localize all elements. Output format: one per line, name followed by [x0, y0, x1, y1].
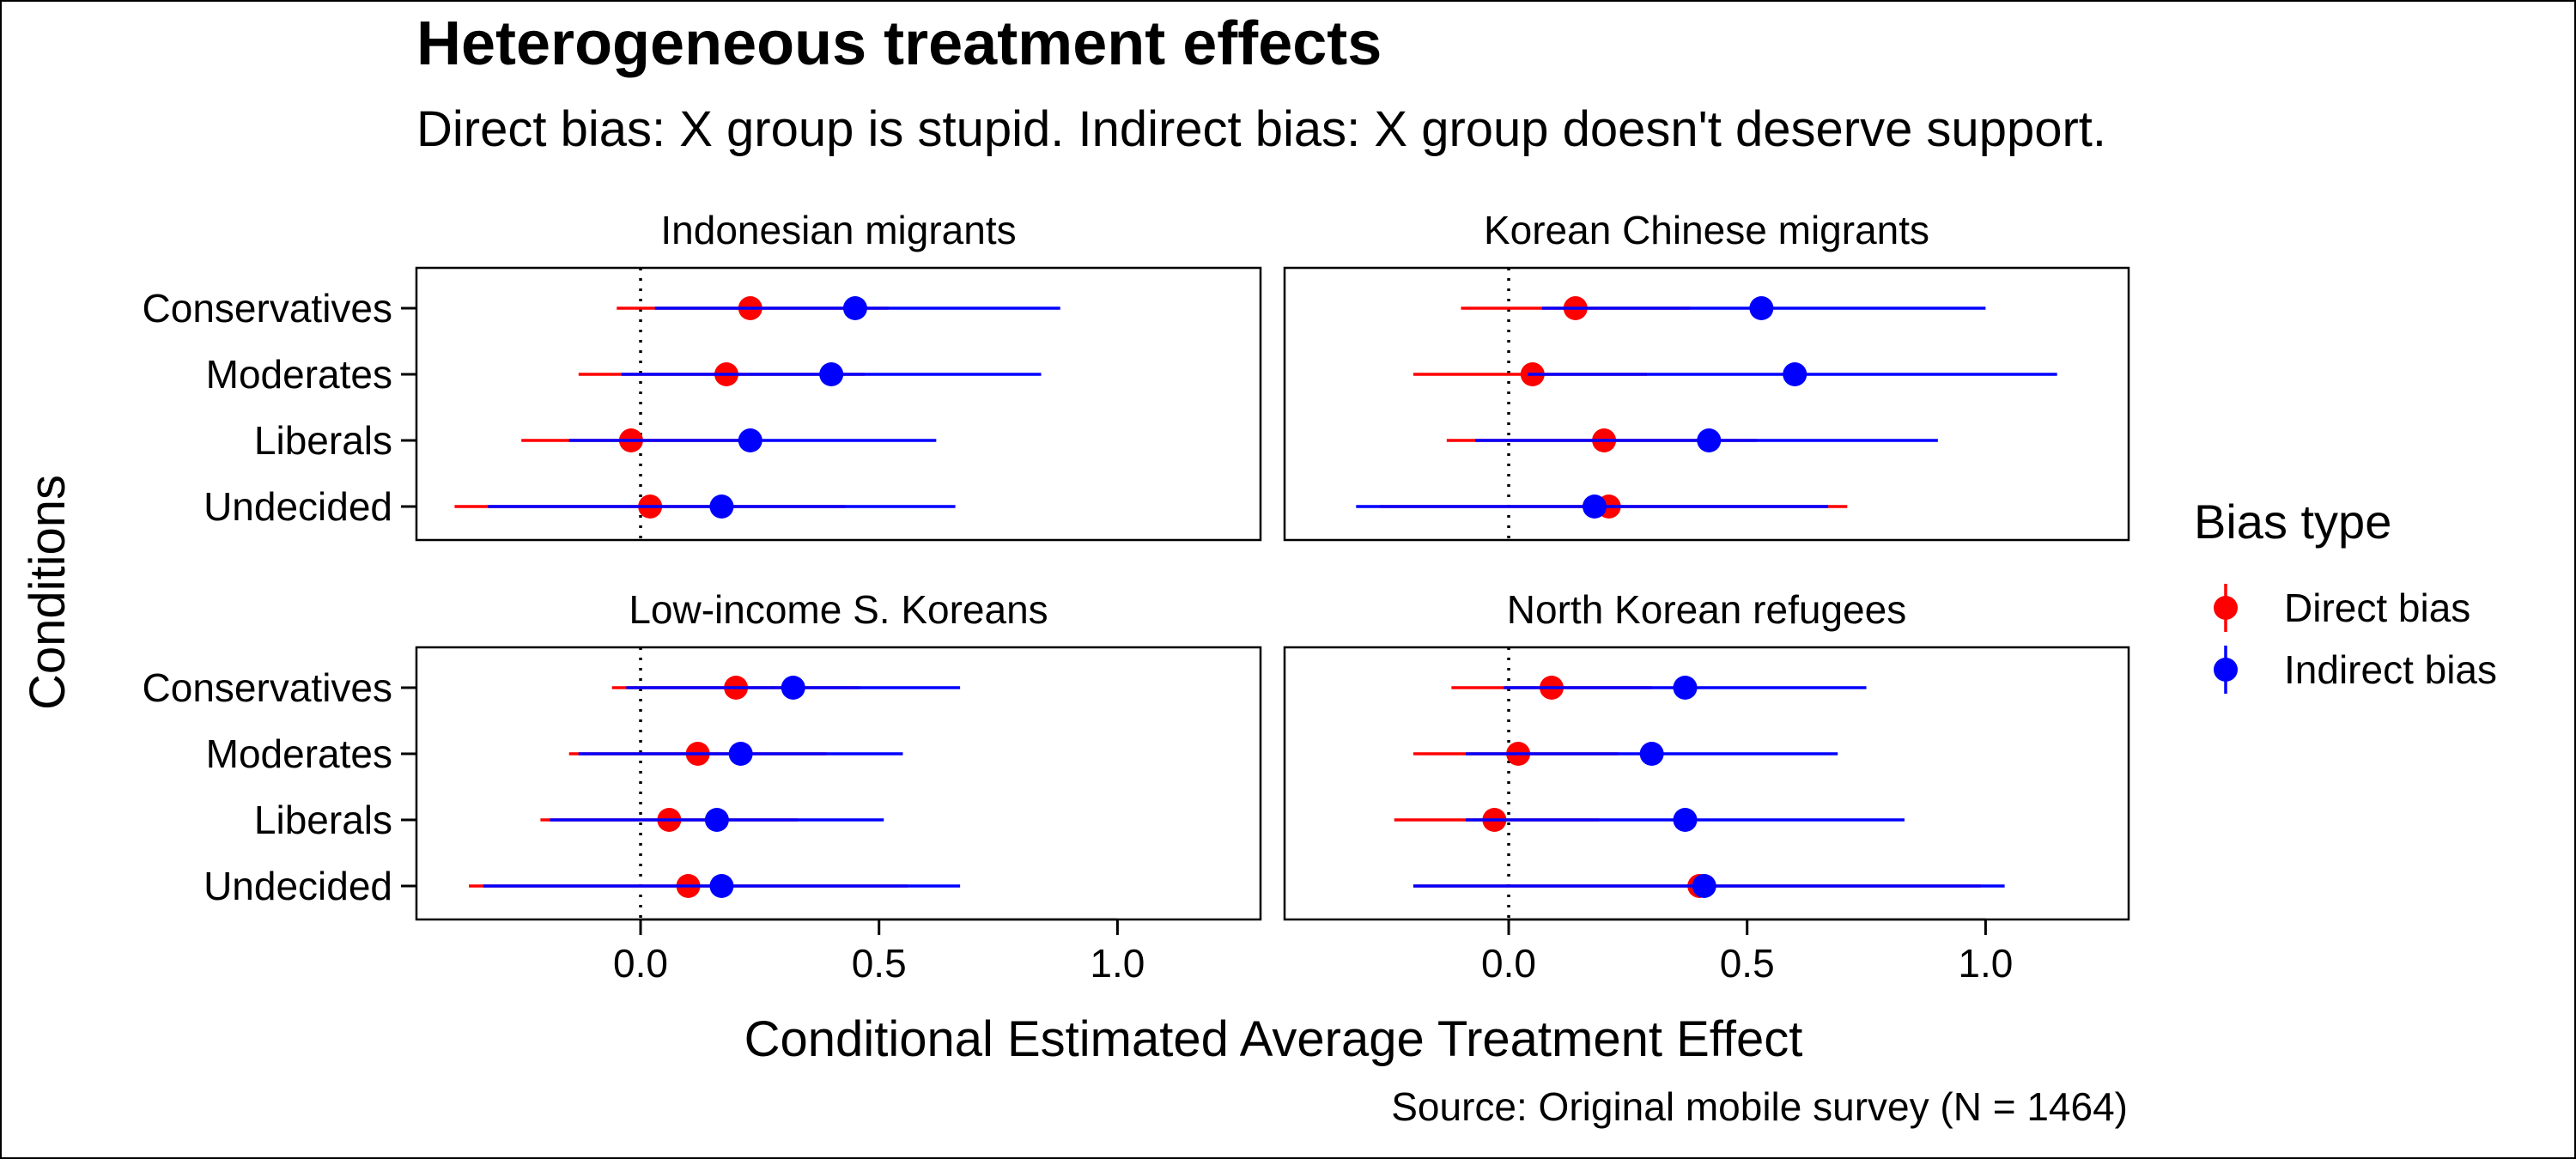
panel-title: Low-income S. Koreans	[629, 587, 1048, 632]
series-direct-bias	[454, 296, 889, 519]
y-tick-label-undecided: Undecided	[204, 484, 392, 529]
point-undecided	[1582, 495, 1607, 519]
point-liberals	[704, 808, 729, 832]
point-conservatives	[1673, 676, 1698, 700]
point-liberals	[1697, 428, 1722, 452]
x-axis-label: Conditional Estimated Average Treatment …	[744, 1011, 1803, 1067]
y-tick-label-moderates: Moderates	[206, 731, 392, 776]
series-direct-bias	[1394, 676, 1981, 898]
y-tick-label-liberals: Liberals	[254, 798, 392, 842]
legend-label: Direct bias	[2284, 586, 2470, 630]
panel-low-income-s-koreans: Low-income S. Koreans Conservatives Modera…	[143, 587, 1262, 986]
point-conservatives	[842, 296, 867, 320]
panel-title: Korean Chinese migrants	[1484, 208, 1929, 252]
x-tick-label: 1.0	[1090, 941, 1145, 986]
point-moderates	[1783, 362, 1807, 386]
point-conservatives	[781, 676, 805, 700]
y-tick-label-conservatives: Conservatives	[143, 665, 392, 710]
legend-key-point	[2214, 658, 2238, 682]
point-moderates	[819, 362, 844, 386]
chart-title: Heterogeneous treatment effects	[416, 9, 1382, 78]
legend-key-point	[2214, 596, 2238, 620]
x-tick-label: 1.0	[1958, 941, 2013, 986]
series-direct-bias	[469, 676, 908, 898]
x-tick-label: 0.0	[1481, 941, 1536, 986]
y-axis-label: Conditions	[20, 475, 76, 710]
legend-item-direct-bias: Direct bias	[2214, 584, 2470, 632]
x-tick-label: 0.5	[852, 941, 907, 986]
legend-label: Indirect bias	[2284, 647, 2497, 692]
point-undecided	[709, 874, 734, 898]
point-undecided	[1692, 874, 1716, 898]
legend-title: Bias type	[2194, 495, 2391, 549]
panel-north-korean-refugees: North Korean refugees 0.0 0.5 1.0	[1283, 587, 2130, 986]
series-indirect-bias	[488, 296, 1060, 519]
panel-border	[1283, 266, 2130, 542]
point-conservatives	[1749, 296, 1774, 320]
y-tick-label-undecided: Undecided	[204, 864, 392, 908]
panel-korean-chinese-migrants: Korean Chinese migrants	[1283, 208, 2130, 542]
point-moderates	[728, 742, 753, 766]
series-indirect-bias	[483, 676, 961, 898]
panel-indonesian-migrants: Indonesian migrants Conservatives Moderate…	[143, 208, 1262, 542]
point-moderates	[1639, 742, 1664, 766]
series-indirect-bias	[1413, 676, 2005, 898]
legend: Bias type Direct bias Indirect bias	[2194, 495, 2497, 694]
series-indirect-bias	[1356, 296, 2057, 519]
y-tick-label-liberals: Liberals	[254, 418, 392, 463]
x-tick-label: 0.5	[1720, 941, 1775, 986]
point-liberals	[1673, 808, 1698, 832]
chart-subtitle: Direct bias: X group is stupid. Indirect…	[416, 101, 2106, 157]
panel-title: Indonesian migrants	[660, 208, 1016, 252]
chart-caption: Source: Original mobile survey (N = 1464…	[1391, 1084, 2128, 1129]
y-tick-label-conservatives: Conservatives	[143, 286, 392, 331]
point-undecided	[709, 495, 734, 519]
point-liberals	[738, 428, 762, 452]
series-direct-bias	[1380, 296, 1848, 519]
legend-item-indirect-bias: Indirect bias	[2214, 646, 2497, 694]
panel-title: North Korean refugees	[1507, 587, 1906, 632]
x-tick-label: 0.0	[613, 941, 668, 986]
y-tick-label-moderates: Moderates	[206, 352, 392, 397]
panel-border	[415, 266, 1262, 542]
chart-panels: Indonesian migrants Conservatives Moderate…	[143, 208, 2130, 986]
